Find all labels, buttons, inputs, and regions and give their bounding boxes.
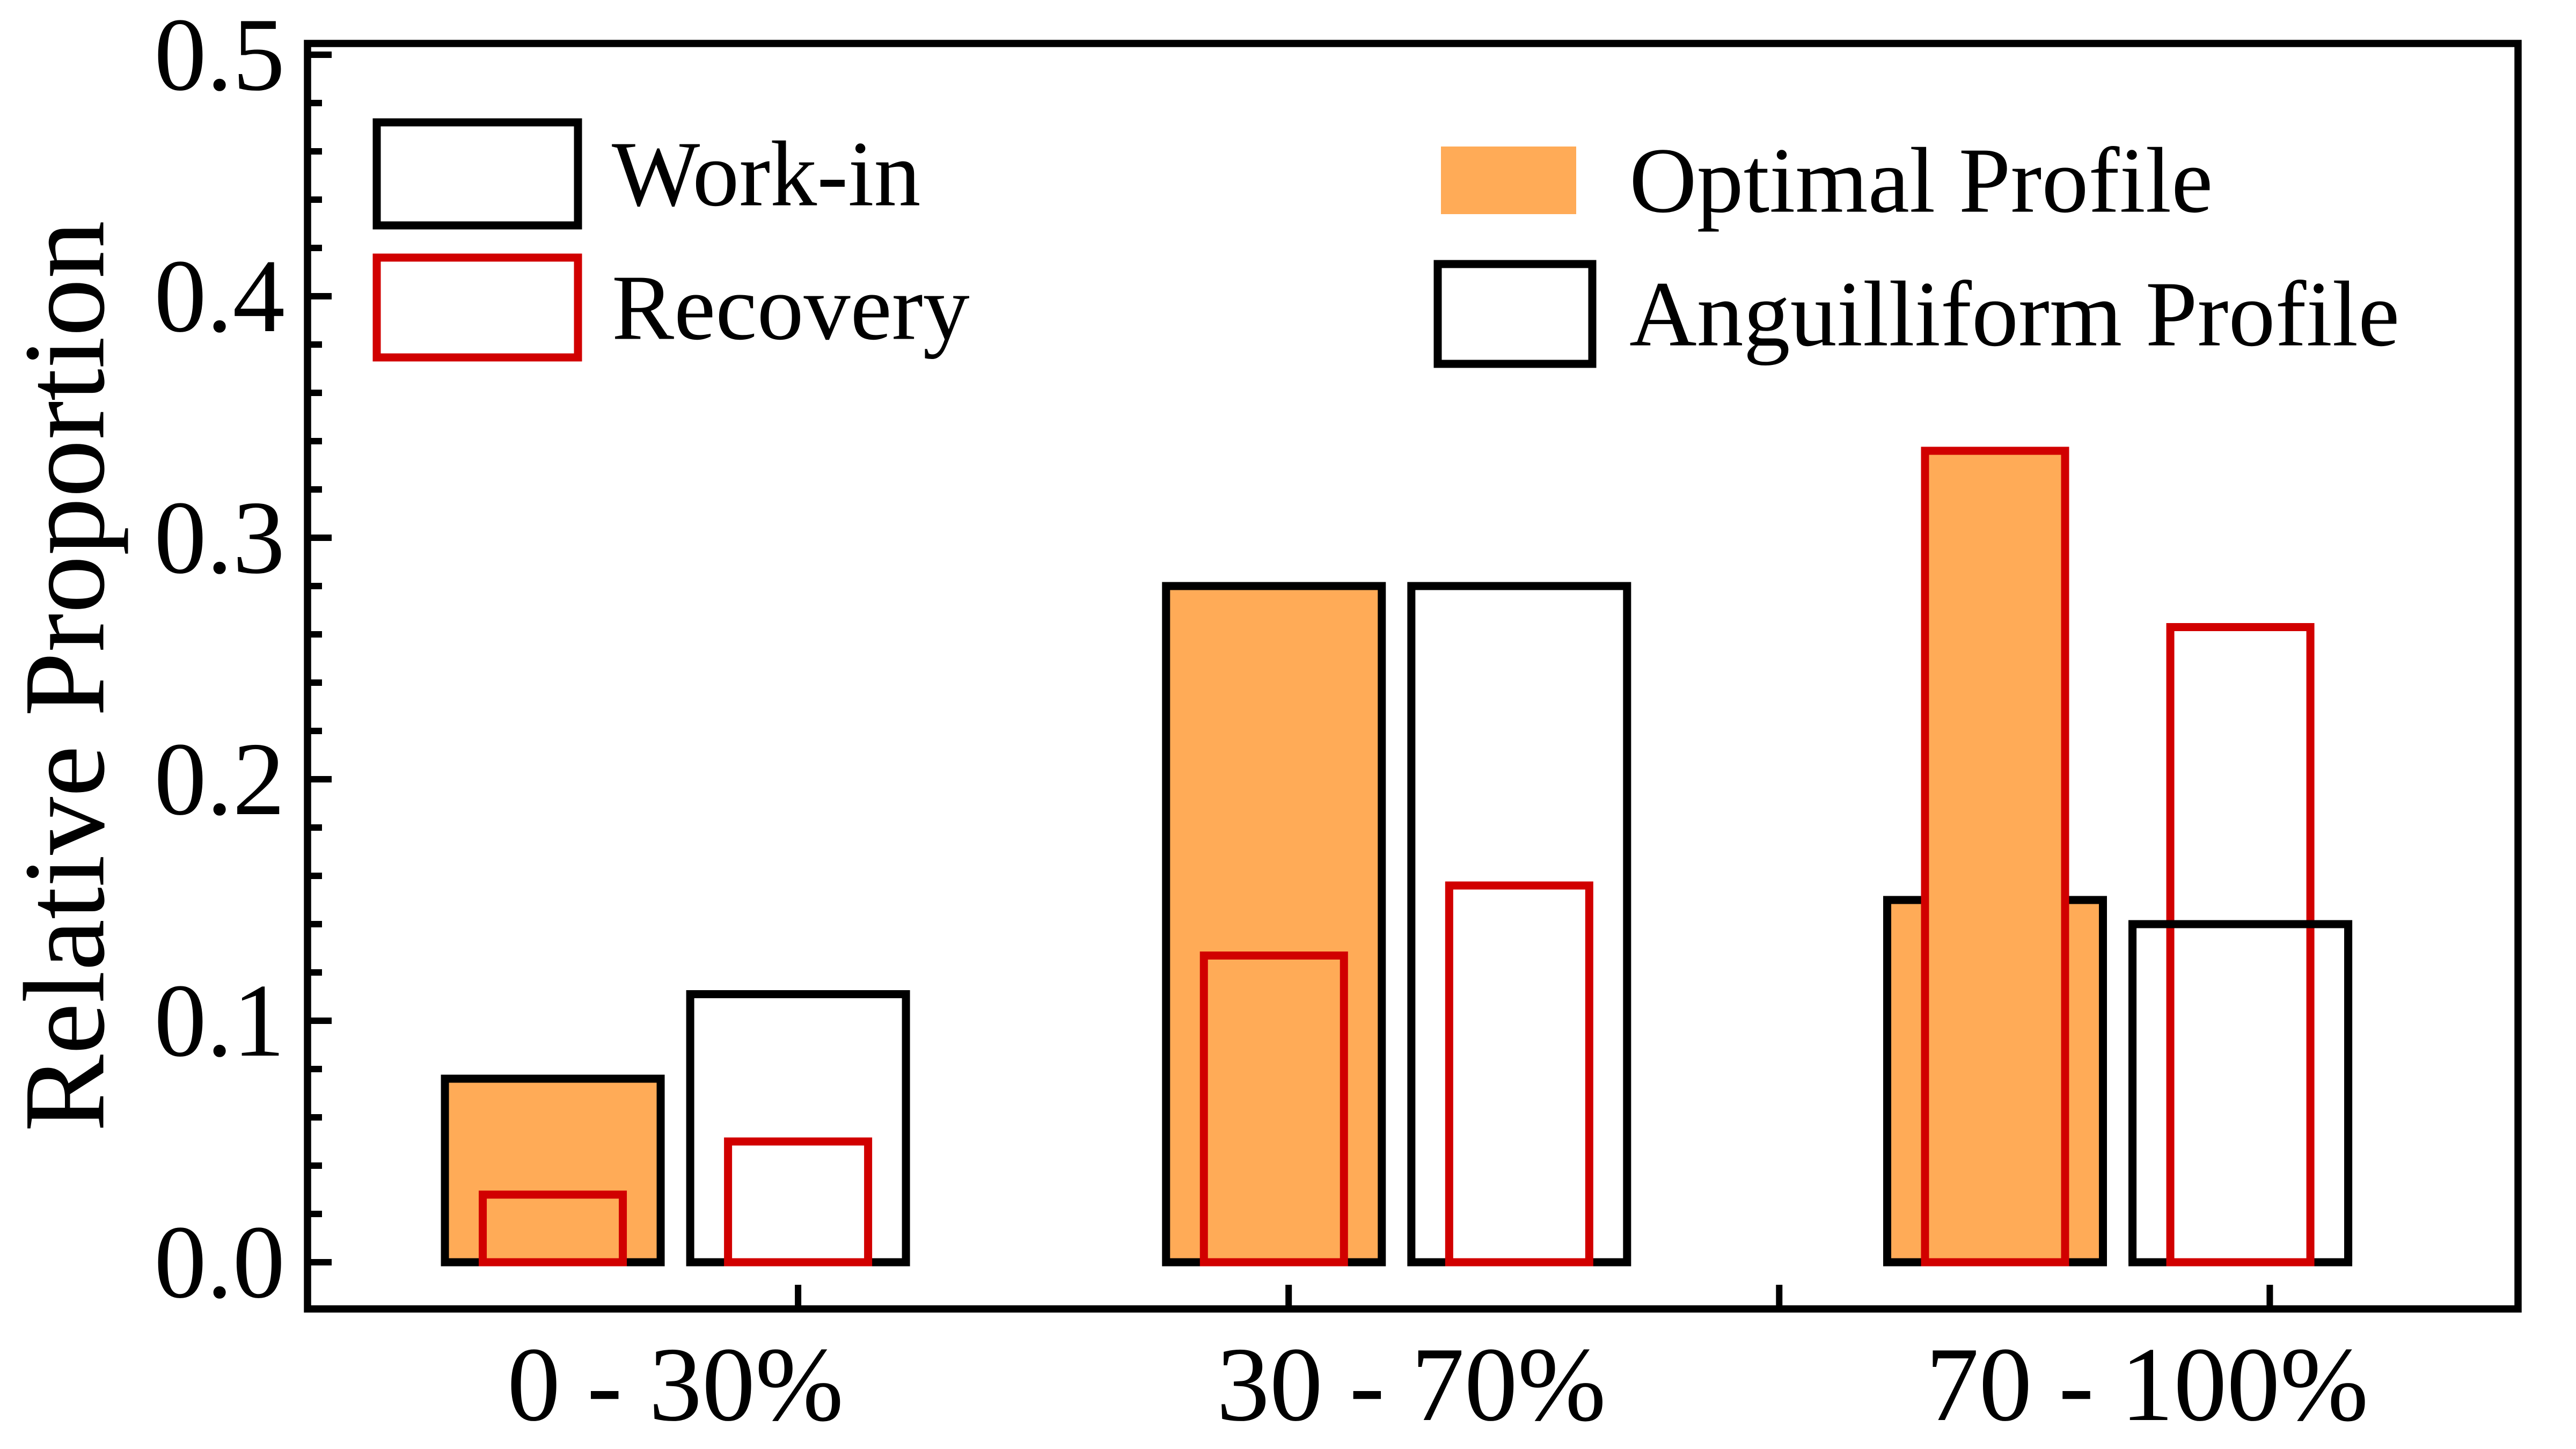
y-axis-title: Relative Proportion [0, 221, 128, 1132]
x-category-label: 30 - 70% [1217, 1326, 1606, 1443]
x-category-label: 70 - 100% [1926, 1326, 2368, 1443]
legend-label-anguilliform: Anguilliform Profile [1629, 262, 2399, 366]
bar-recovery-optimal-0 [479, 1190, 627, 1267]
y-tick-label: 0.0 [154, 1204, 285, 1320]
y-tick-label: 0.1 [154, 963, 285, 1079]
legend-label-work-in: Work-in [612, 122, 921, 226]
axis-labels: 0.0 0.1 0.2 0.3 0.4 0.5 0 - 30% 30 - 70% 70 - 10… [0, 0, 2368, 1443]
bar-work-in-outline-anguilliform-2 [2128, 920, 2353, 1262]
legend-swatch-work-in [372, 118, 582, 230]
y-tick-label: 0.4 [154, 238, 285, 354]
bar-recovery-anguilliform-2 [2166, 623, 2315, 1267]
legend: Work-in Recovery Optimal Profile Anguillifo… [372, 118, 2399, 368]
y-tick-label: 0.5 [154, 0, 285, 113]
legend-swatch-anguilliform [1433, 260, 1597, 368]
y-tick-label: 0.2 [154, 721, 285, 837]
x-category-label: 0 - 30% [507, 1326, 844, 1443]
plot-frame [304, 40, 2522, 1313]
bar-recovery-anguilliform-1 [1445, 881, 1593, 1267]
bar-recovery-anguilliform-0 [724, 1137, 873, 1267]
plot-area [441, 447, 2353, 1267]
legend-label-optimal: Optimal Profile [1629, 129, 2213, 232]
legend-label-recovery: Recovery [612, 256, 970, 360]
legend-swatch-recovery [372, 253, 582, 362]
bar-recovery-optimal-2 [1921, 447, 2069, 1267]
y-tick-label: 0.3 [154, 480, 285, 596]
bar-recovery-optimal-1 [1199, 952, 1348, 1267]
axes [304, 40, 2522, 1313]
legend-swatch-optimal [1441, 147, 1576, 214]
